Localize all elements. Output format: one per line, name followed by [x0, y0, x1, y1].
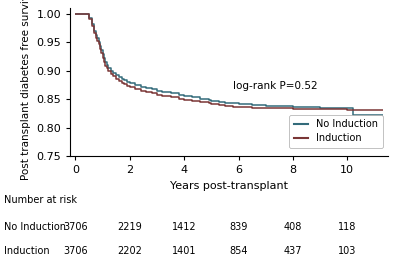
Y-axis label: Post transplant diabetes free survival: Post transplant diabetes free survival — [21, 0, 31, 180]
Text: Number at risk: Number at risk — [4, 195, 77, 205]
Text: 839: 839 — [229, 222, 248, 232]
Text: 854: 854 — [229, 246, 248, 256]
Text: 118: 118 — [338, 222, 356, 232]
Legend: No Induction, Induction: No Induction, Induction — [289, 115, 383, 148]
Text: 2202: 2202 — [117, 246, 142, 256]
Text: log-rank P=0.52: log-rank P=0.52 — [233, 81, 318, 91]
Text: 1401: 1401 — [172, 246, 196, 256]
Text: 408: 408 — [284, 222, 302, 232]
Text: 3706: 3706 — [63, 246, 88, 256]
Text: No Induction: No Induction — [4, 222, 66, 232]
Text: Induction: Induction — [4, 246, 50, 256]
X-axis label: Years post-transplant: Years post-transplant — [170, 180, 288, 191]
Text: 437: 437 — [284, 246, 302, 256]
Text: 3706: 3706 — [63, 222, 88, 232]
Text: 1412: 1412 — [172, 222, 196, 232]
Text: 2219: 2219 — [118, 222, 142, 232]
Text: 103: 103 — [338, 246, 356, 256]
